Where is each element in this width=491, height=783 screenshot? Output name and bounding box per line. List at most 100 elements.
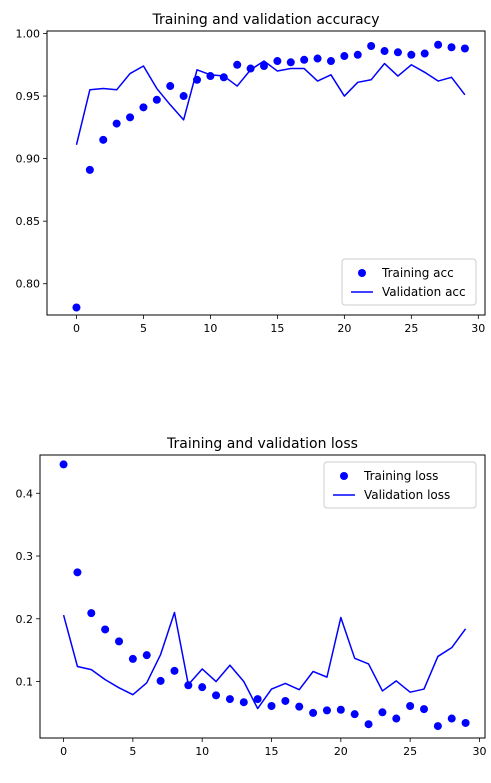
training-loss-point	[447, 714, 456, 723]
training-acc-point	[353, 50, 362, 59]
y-tick-label: 0.1	[16, 676, 34, 689]
training-acc-point	[367, 42, 376, 51]
training-loss-point	[281, 696, 290, 705]
chart-title: Training and validation accuracy	[151, 12, 379, 28]
legend-label: Training acc	[381, 266, 454, 280]
training-loss-point	[433, 722, 442, 731]
x-tick-label: 25	[404, 322, 418, 335]
y-tick-label: 0.85	[16, 215, 41, 228]
training-acc-point	[72, 303, 81, 312]
legend-label: Training loss	[363, 469, 438, 483]
training-acc-point	[380, 47, 389, 56]
training-acc-point	[166, 82, 175, 91]
x-tick-label: 15	[265, 745, 279, 758]
training-loss-point	[198, 683, 207, 692]
x-tick-label: 0	[73, 322, 80, 335]
legend-marker-points	[340, 472, 348, 480]
x-tick-label: 30	[471, 322, 485, 335]
training-acc-point	[233, 60, 242, 69]
training-acc-point	[286, 58, 295, 67]
training-acc-point	[139, 103, 148, 112]
x-tick-label: 10	[195, 745, 209, 758]
training-loss-point	[336, 705, 345, 714]
training-loss-point	[59, 460, 68, 469]
training-loss-point	[322, 706, 331, 715]
training-acc-point	[420, 49, 429, 58]
training-loss-point	[142, 651, 151, 660]
x-tick-label: 5	[129, 745, 136, 758]
x-tick-label: 20	[337, 322, 351, 335]
legend: Training acc Validation acc	[341, 258, 477, 306]
training-loss-point	[225, 695, 234, 704]
training-acc-point	[340, 52, 349, 61]
y-tick-label: 0.4	[16, 487, 34, 500]
training-loss-point	[267, 701, 276, 710]
chart-1: Training and validation loss 0 5 10 15 20 25 30…	[16, 436, 487, 758]
validation-acc-line	[75, 60, 466, 146]
x-tick-label: 5	[140, 322, 147, 335]
training-acc-point	[126, 113, 135, 122]
legend-label: Validation acc	[382, 285, 466, 299]
legend-box	[323, 461, 477, 509]
y-tick-label: 0.90	[16, 153, 41, 166]
y-tick-label: 0.3	[16, 550, 34, 563]
plot-area	[59, 460, 470, 731]
training-loss-point	[239, 698, 248, 707]
training-loss-point	[170, 666, 179, 675]
y-tick-label: 1.00	[16, 28, 41, 41]
training-acc-point	[393, 48, 402, 57]
training-acc-point	[246, 64, 255, 73]
chart-title: Training and validation loss	[166, 436, 358, 452]
chart-0: Training and validation accuracy 0 5 10 15 20…	[16, 12, 486, 335]
training-acc-point	[259, 62, 268, 71]
axes-frame	[39, 454, 486, 739]
training-loss-point	[406, 701, 415, 710]
training-acc-point	[179, 92, 188, 101]
training-loss-point	[309, 708, 318, 717]
x-tick-label: 25	[403, 745, 417, 758]
plot-area	[72, 40, 469, 312]
y-tick-label: 0.80	[16, 278, 41, 291]
training-loss-point	[101, 625, 110, 634]
training-loss-point	[128, 654, 137, 663]
training-acc-point	[152, 95, 161, 104]
training-loss-point	[364, 720, 373, 729]
axes-frame	[46, 30, 486, 316]
legend: Training loss Validation loss	[323, 461, 477, 509]
training-loss-point	[156, 676, 165, 685]
x-tick-label: 10	[203, 322, 217, 335]
training-loss-point	[73, 568, 82, 577]
training-acc-point	[434, 40, 443, 49]
training-loss-point	[212, 691, 221, 700]
training-acc-point	[447, 43, 456, 52]
training-acc-point	[460, 44, 469, 53]
training-loss-point	[461, 718, 470, 727]
x-tick-label: 15	[270, 322, 284, 335]
training-loss-point	[420, 705, 429, 714]
training-loss-point	[253, 695, 262, 704]
training-acc-point	[85, 165, 94, 174]
training-loss-point	[87, 609, 96, 618]
training-loss-point	[378, 708, 387, 717]
y-tick-label: 0.95	[16, 90, 41, 103]
training-loss-point	[115, 637, 124, 646]
training-loss-point	[295, 702, 304, 711]
training-acc-point	[326, 57, 335, 66]
training-loss-point	[350, 710, 359, 719]
x-tick-label: 0	[60, 745, 67, 758]
y-tick-label: 0.2	[16, 613, 34, 626]
validation-loss-line	[62, 611, 467, 710]
training-acc-point	[313, 54, 322, 63]
x-tick-label: 20	[334, 745, 348, 758]
training-acc-point	[407, 50, 416, 59]
training-loss-point	[392, 714, 401, 723]
training-acc-point	[112, 119, 121, 128]
training-acc-point	[273, 57, 282, 66]
x-tick-label: 30	[472, 745, 486, 758]
training-acc-point	[99, 135, 108, 144]
legend-marker-points	[358, 269, 366, 277]
legend-label: Validation loss	[364, 488, 450, 502]
legend-box	[341, 258, 477, 306]
